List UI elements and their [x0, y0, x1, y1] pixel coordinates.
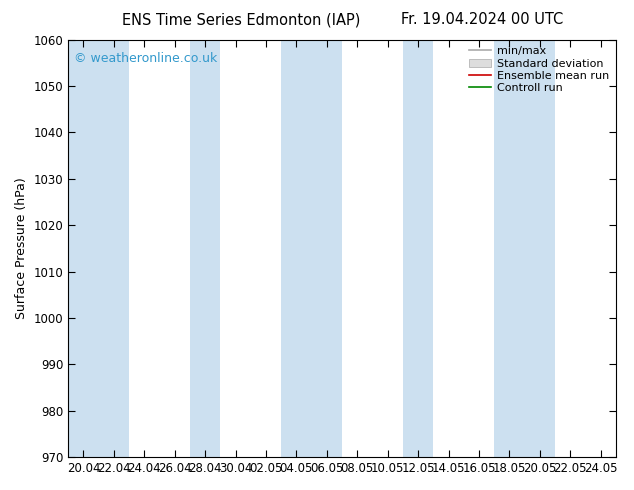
Bar — [403, 40, 433, 457]
Bar — [68, 40, 99, 457]
Bar — [190, 40, 220, 457]
Text: ENS Time Series Edmonton (IAP): ENS Time Series Edmonton (IAP) — [122, 12, 360, 27]
Bar — [281, 40, 311, 457]
Text: © weatheronline.co.uk: © weatheronline.co.uk — [74, 52, 217, 65]
Y-axis label: Surface Pressure (hPa): Surface Pressure (hPa) — [15, 177, 28, 319]
Legend: min/max, Standard deviation, Ensemble mean run, Controll run: min/max, Standard deviation, Ensemble me… — [466, 43, 612, 97]
Bar — [494, 40, 524, 457]
Bar — [524, 40, 555, 457]
Bar — [311, 40, 342, 457]
Text: Fr. 19.04.2024 00 UTC: Fr. 19.04.2024 00 UTC — [401, 12, 563, 27]
Bar — [99, 40, 129, 457]
